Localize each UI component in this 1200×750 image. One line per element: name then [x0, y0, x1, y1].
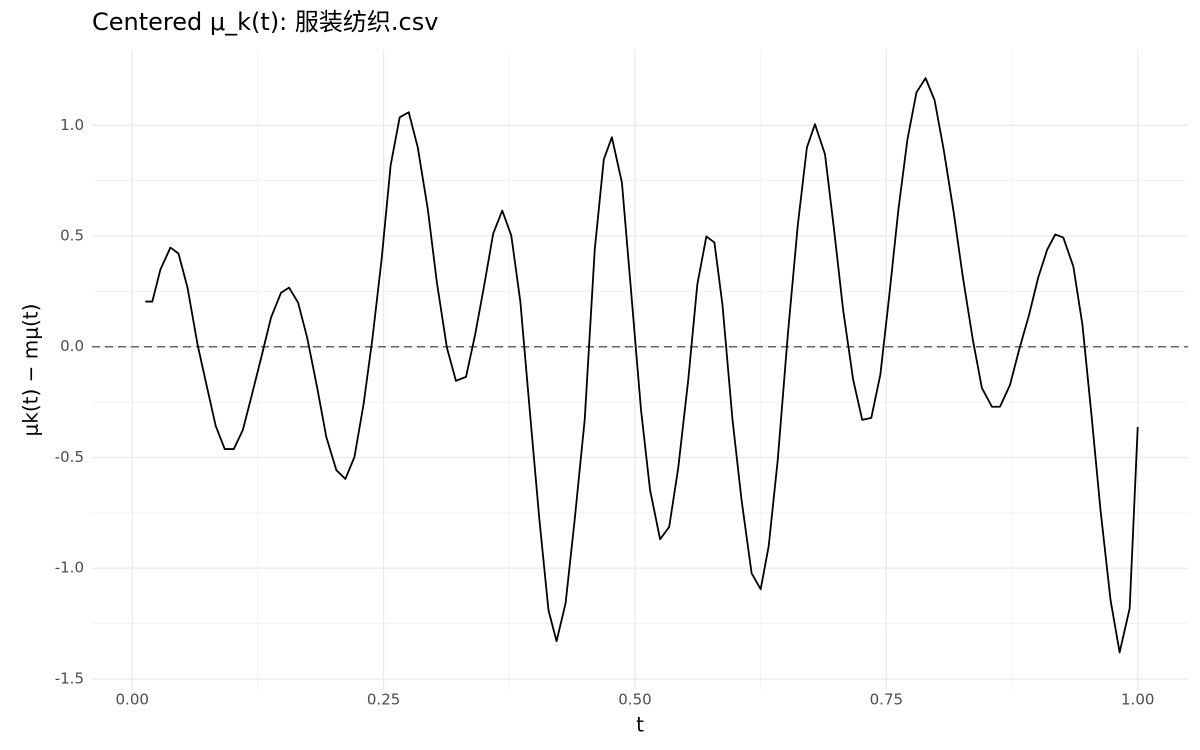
- y-tick-label: 0.0: [60, 337, 84, 355]
- x-tick-label: 0.50: [618, 691, 651, 709]
- y-axis-title: μk(t) − mμ(t): [19, 304, 43, 437]
- y-tick-label: -0.5: [55, 448, 84, 466]
- x-tick-label: 0.00: [116, 691, 149, 709]
- y-tick-label: 1.0: [60, 116, 84, 134]
- data-line: [145, 77, 1139, 654]
- y-tick-label: -1.0: [55, 559, 84, 577]
- x-tick-label: 0.25: [367, 691, 400, 709]
- x-tick-label: 0.75: [870, 691, 903, 709]
- y-tick-label: -1.5: [55, 669, 84, 687]
- y-tick-label: 0.5: [60, 227, 84, 245]
- chart-title: Centered μ_k(t): 服装纺织.csv: [92, 8, 438, 36]
- x-axis-title: t: [636, 713, 644, 737]
- x-tick-label: 1.00: [1121, 691, 1154, 709]
